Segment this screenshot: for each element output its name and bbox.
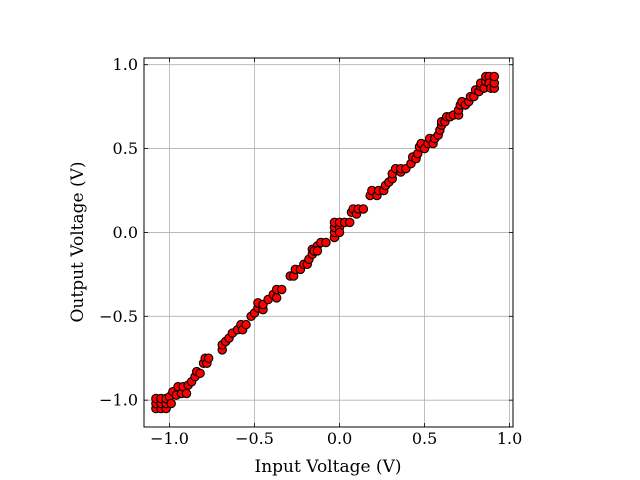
plot-frame [143,57,514,428]
data-point [195,368,205,379]
axis-ticks [144,58,513,427]
data-point [181,388,192,399]
data-point [166,398,176,409]
data-point [276,284,287,295]
x-axis-label: Input Voltage (V) [255,457,402,477]
y-tick-label: 0.5 [113,139,138,158]
data-point [321,237,331,248]
y-tick-label: 0.0 [113,223,138,242]
x-tick-label: 0.0 [327,429,352,448]
x-tick-labels: −1.0 −0.5 0.0 0.5 1.0 [150,429,522,448]
y-tick-labels: −1.0 −0.5 0.0 0.5 1.0 [99,55,138,409]
data-point [203,353,214,363]
x-tick-label: 0.5 [412,429,437,448]
data-points [151,71,500,414]
data-point [241,319,251,330]
y-tick-label: −1.0 [99,391,138,410]
grid-lines [144,58,513,427]
data-point [271,293,282,303]
data-point [345,217,355,228]
data-point [312,246,323,256]
data-point [334,227,345,238]
data-point [489,71,500,82]
data-point [358,204,369,214]
y-tick-label: 1.0 [113,55,138,74]
x-tick-label: −0.5 [235,429,274,448]
x-tick-label: 1.0 [497,429,522,448]
y-axis-label: Output Voltage (V) [68,161,88,322]
y-tick-label: −0.5 [99,307,138,326]
x-tick-label: −1.0 [150,429,189,448]
